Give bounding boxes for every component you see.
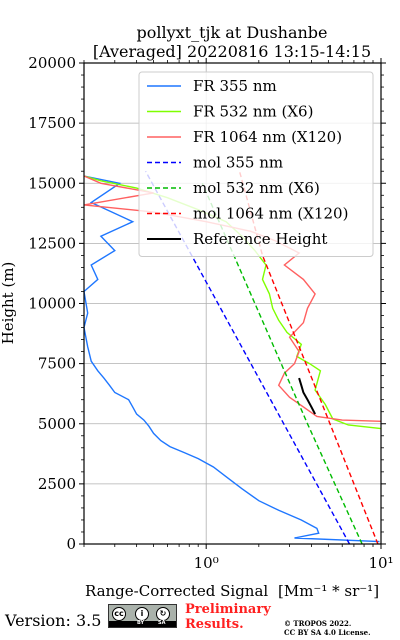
preliminary-notice: Preliminary Results. (185, 602, 271, 632)
legend-label: FR 355 nm (193, 77, 277, 95)
y-tick-label: 20000 (28, 54, 76, 72)
badge-strip: BY SA (109, 620, 176, 627)
x-tick-label: 10⁰ (194, 554, 219, 572)
preliminary-line-2: Results. (185, 617, 244, 632)
badge-by-text: BY (137, 620, 145, 626)
copyright-line: © TROPOS 2022. (284, 619, 352, 628)
version-label: Version: 3.5 (5, 611, 102, 630)
legend-label: FR 1064 nm (X120) (193, 128, 342, 146)
x-axis-label-unit: [Mm⁻¹ * sr⁻¹] (278, 582, 379, 600)
axis-ticks: 0 2500 5000 7500 10000 12500 15000 17500 20000 10… (28, 54, 393, 572)
legend-label: FR 532 nm (X6) (193, 103, 313, 121)
cc-by-sa-badge: cc i ↻ BY SA (108, 604, 177, 628)
y-axis-label: Height (m) (0, 262, 17, 345)
badge-sa-text: SA (158, 620, 166, 626)
y-tick-label: 12500 (28, 234, 76, 252)
series-line-0 (83, 175, 380, 543)
y-tick-label: 15000 (28, 174, 76, 192)
sa-icon: ↻ (156, 607, 170, 621)
legend-label: Reference Height (193, 230, 327, 248)
x-tick-label: 10¹ (368, 554, 393, 572)
y-tick-label: 10000 (28, 295, 76, 313)
y-tick-label: 0 (66, 535, 76, 553)
series-line-6 (298, 377, 316, 415)
y-tick-label: 17500 (28, 114, 76, 132)
x-axis-label-text: Range-Corrected Signal (85, 582, 268, 600)
chart-title: pollyxt_tjk at Dushanbe (136, 23, 327, 42)
legend-label: mol 355 nm (193, 154, 283, 172)
y-tick-label: 2500 (38, 475, 76, 493)
cc-icon: cc (112, 607, 126, 621)
lidar-profile-chart: pollyxt_tjk at Dushanbe [Averaged] 20220… (0, 23, 394, 600)
x-axis-label: Range-Corrected Signal [Mm⁻¹ * sr⁻¹] (85, 582, 379, 600)
license-line: CC BY SA 4.0 License. (284, 628, 371, 637)
legend-label: mol 532 nm (X6) (193, 179, 320, 197)
preliminary-line-1: Preliminary (185, 602, 271, 617)
legend-label: mol 1064 nm (X120) (193, 205, 348, 223)
legend: FR 355 nm FR 532 nm (X6) FR 1064 nm (X120)… (138, 71, 374, 257)
y-tick-label: 7500 (38, 355, 76, 373)
chart-subtitle: [Averaged] 20220816 13:15-14:15 (93, 42, 371, 61)
y-tick-label: 5000 (38, 415, 76, 433)
by-icon: i (135, 607, 149, 621)
copyright-notice: © TROPOS 2022. CC BY SA 4.0 License. (284, 619, 371, 637)
legend-box (138, 71, 374, 257)
